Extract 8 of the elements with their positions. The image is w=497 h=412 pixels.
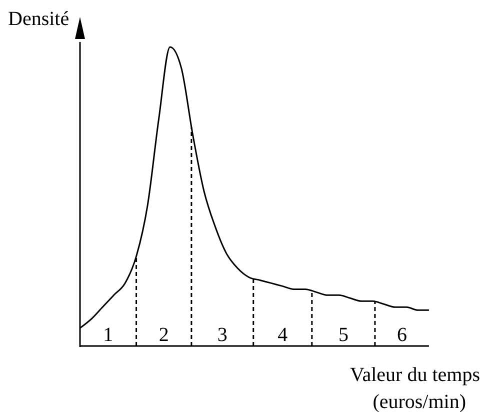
x-axis-title: Valeur du temps (euros/min) <box>350 364 480 412</box>
annotation: 3 <box>217 324 228 346</box>
annotation: 2 <box>158 324 169 346</box>
annotation: 5 <box>338 324 348 346</box>
annotation: 1 <box>103 324 114 346</box>
annotation: 4 <box>278 324 288 346</box>
annotation: 6 <box>396 324 407 346</box>
y-axis-title: Densité <box>8 8 70 30</box>
